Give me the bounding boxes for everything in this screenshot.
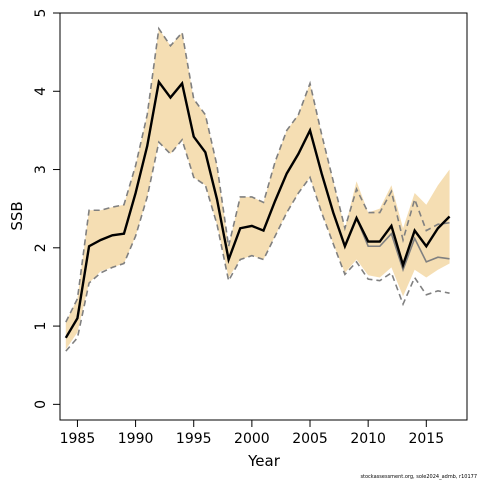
y-tick-label-2: 2 bbox=[33, 243, 49, 252]
y-tick-label-4: 4 bbox=[33, 87, 49, 96]
footer-note: stockassessment.org, sole2024_admb, r101… bbox=[360, 474, 477, 480]
x-tick-label-1995: 1995 bbox=[176, 431, 212, 447]
y-tick-label-1: 1 bbox=[33, 322, 49, 331]
ssb-estimate-line bbox=[64, 78, 451, 339]
y-tick-label-3: 3 bbox=[33, 165, 49, 174]
y-tick-label-5: 5 bbox=[33, 9, 49, 18]
x-tick-label-2000: 2000 bbox=[234, 431, 270, 447]
axis-layer: 1985 1990 1995 2000 2005 2010 2015 0 1 2 3 4 5 bbox=[33, 9, 444, 447]
plot-layer bbox=[64, 26, 451, 352]
x-tick-label-2015: 2015 bbox=[408, 431, 444, 447]
y-tick-label-0: 0 bbox=[33, 400, 49, 409]
x-tick-label-1990: 1990 bbox=[118, 431, 154, 447]
x-axis-title: Year bbox=[247, 452, 281, 470]
x-tick-label-2005: 2005 bbox=[292, 431, 328, 447]
x-tick-label-1985: 1985 bbox=[60, 431, 96, 447]
x-tick-label-2010: 2010 bbox=[350, 431, 386, 447]
upper-bound-dashed-line bbox=[65, 26, 450, 323]
confidence-band bbox=[65, 28, 450, 350]
y-axis-title: SSB bbox=[8, 201, 26, 230]
lower-bound-dashed-line bbox=[65, 138, 450, 352]
